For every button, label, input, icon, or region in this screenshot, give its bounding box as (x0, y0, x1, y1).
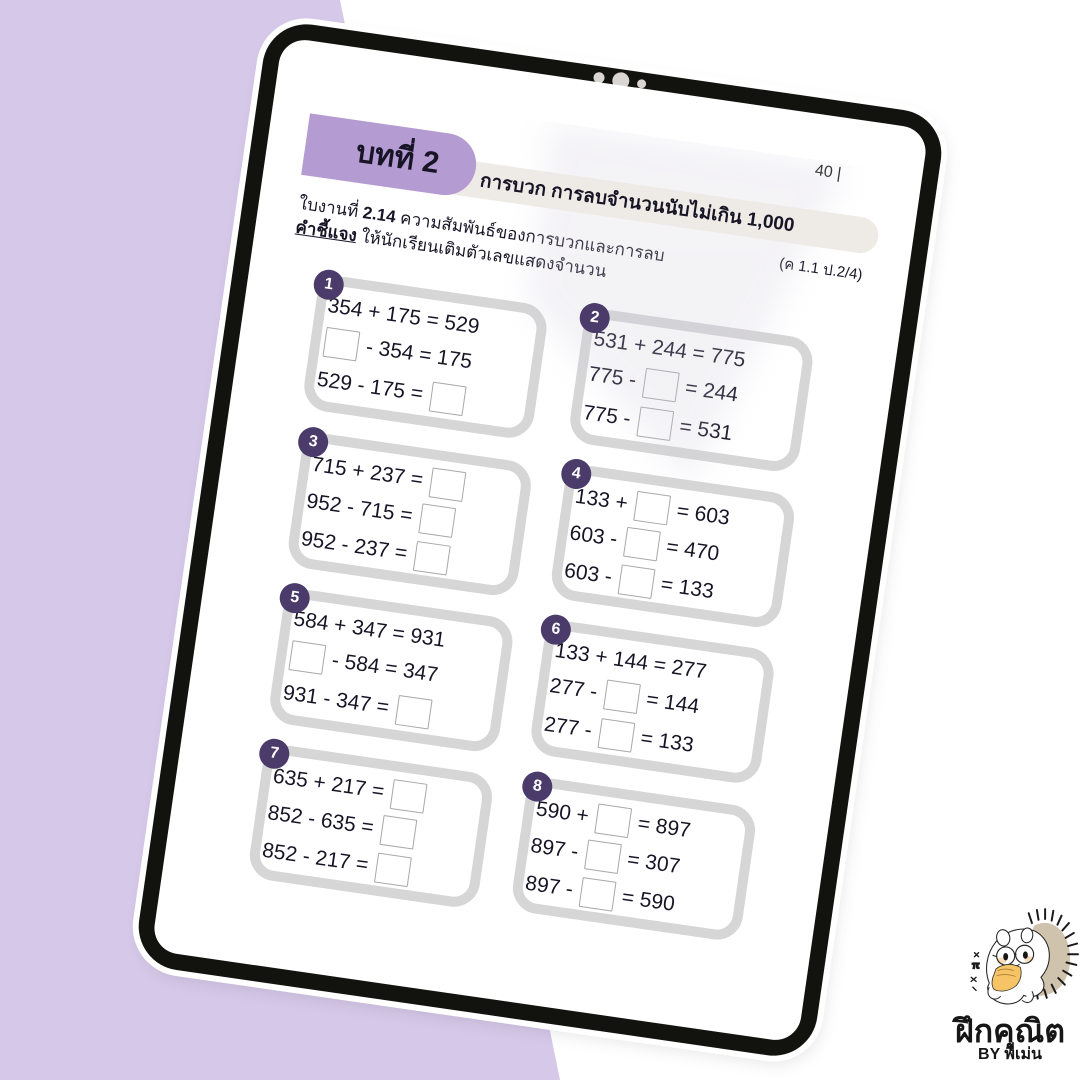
svg-text:π: π (972, 960, 980, 971)
